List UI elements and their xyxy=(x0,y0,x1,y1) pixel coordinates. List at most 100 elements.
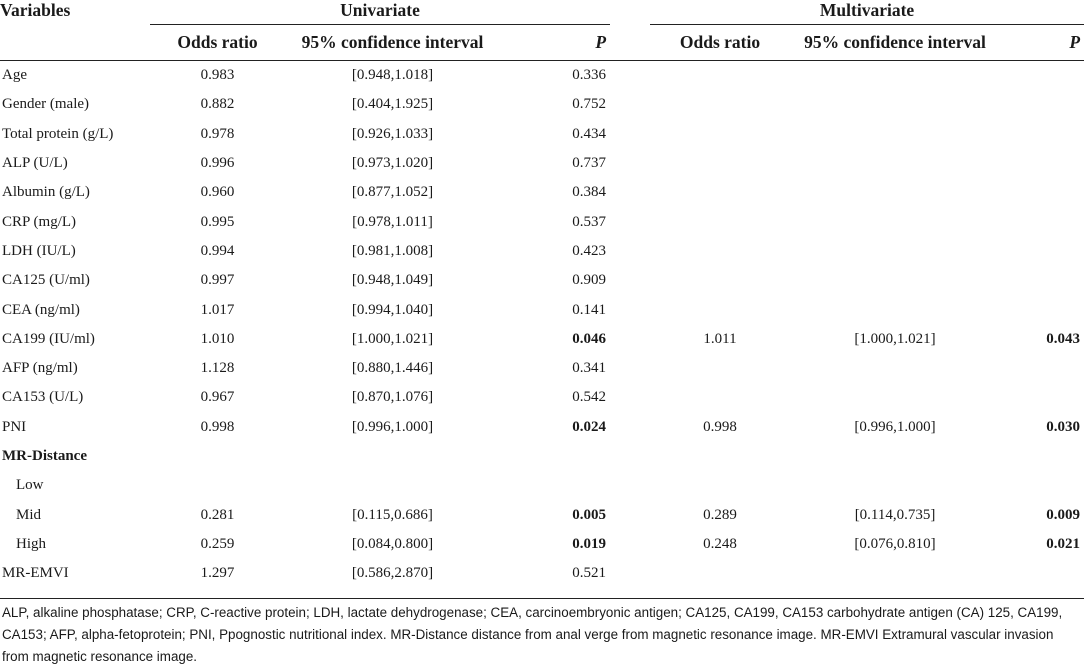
variable-cell: PNI xyxy=(2,418,27,435)
spacer-cell xyxy=(610,266,650,295)
table-row: CA199 (IU/ml) 1.010 [1.000,1.021] 0.046 1.01… xyxy=(0,325,1084,354)
variable-cell: Gender (male) xyxy=(2,96,90,113)
univariate-ci-cell: [0.870,1.076] xyxy=(351,389,434,406)
multivariate-p-cell: 0.021 xyxy=(1046,535,1081,552)
univariate-p-cell: 0.521 xyxy=(572,565,607,582)
regression-table-container: Variables Univariate Multivariate Odds r… xyxy=(0,0,1084,589)
multivariate-odds-ratio-cell xyxy=(650,207,790,236)
spacer-cell xyxy=(610,90,650,119)
univariate-odds-ratio-cell: 0.259 xyxy=(200,535,235,552)
univariate-p-cell: 0.005 xyxy=(572,506,607,523)
table-body: Age 0.983 [0.948,1.018] 0.336 Gender (male) 0… xyxy=(0,61,1084,589)
spacer-cell xyxy=(610,471,650,500)
univariate-ci-cell: [0.926,1.033] xyxy=(351,125,434,142)
variable-cell: LDH (IU/L) xyxy=(2,242,76,259)
multivariate-odds-ratio-cell xyxy=(650,61,790,91)
multivariate-ci-cell xyxy=(790,295,1000,324)
variable-cell: Albumin (g/L) xyxy=(2,184,90,201)
variable-cell: MR-EMVI xyxy=(2,565,69,582)
multivariate-odds-ratio-cell xyxy=(650,295,790,324)
multivariate-ci-cell: [1.000,1.021] xyxy=(854,330,936,347)
multivariate-ci-cell xyxy=(790,354,1000,383)
multivariate-p-cell xyxy=(1000,178,1084,207)
variable-cell: CRP (mg/L) xyxy=(2,213,77,230)
multivariate-p-cell xyxy=(1000,237,1084,266)
univariate-ci-header: 95% confidence interval xyxy=(285,24,500,61)
univariate-odds-ratio-cell: 0.882 xyxy=(200,96,235,113)
spacer-cell xyxy=(610,559,650,588)
spacer-cell xyxy=(610,237,650,266)
variable-cell: AFP (ng/ml) xyxy=(2,360,78,377)
univariate-p-cell: 0.752 xyxy=(572,96,607,113)
spacer-cell xyxy=(610,207,650,236)
multivariate-p-cell xyxy=(1000,383,1084,412)
variable-cell: CA125 (U/ml) xyxy=(2,272,90,289)
univariate-header: Univariate xyxy=(150,0,611,25)
spacer-cell xyxy=(610,149,650,178)
multivariate-ci-cell: [0.996,1.000] xyxy=(854,418,936,435)
univariate-odds-ratio-cell: 0.281 xyxy=(200,506,235,523)
multivariate-odds-ratio-header: Odds ratio xyxy=(650,24,791,61)
spacer-cell xyxy=(610,120,650,149)
multivariate-p-cell xyxy=(1000,61,1084,91)
univariate-ci-cell: [0.981,1.008] xyxy=(351,242,434,259)
multivariate-odds-ratio-cell xyxy=(650,471,790,500)
multivariate-p-cell xyxy=(1000,295,1084,324)
spacer-cell xyxy=(610,325,650,354)
univariate-odds-ratio-cell xyxy=(150,471,285,500)
univariate-p-cell: 0.141 xyxy=(572,301,607,318)
spacer-cell xyxy=(610,442,650,471)
multivariate-odds-ratio-cell xyxy=(650,559,790,588)
univariate-ci-cell: [0.084,0.800] xyxy=(351,535,434,552)
multivariate-ci-cell xyxy=(790,442,1000,471)
multivariate-ci-cell xyxy=(790,90,1000,119)
univariate-p-cell: 0.423 xyxy=(572,242,607,259)
table-row: MR-Distance xyxy=(0,442,1084,471)
spacer-cell xyxy=(610,178,650,207)
univariate-p-cell xyxy=(500,442,610,471)
univariate-p-cell: 0.341 xyxy=(572,360,607,377)
univariate-ci-cell: [0.994,1.040] xyxy=(351,301,434,318)
multivariate-odds-ratio-cell xyxy=(650,266,790,295)
multivariate-ci-header: 95% confidence interval xyxy=(790,24,1001,61)
spacer-cell xyxy=(610,500,650,529)
univariate-p-cell: 0.434 xyxy=(572,125,607,142)
table-row: CEA (ng/ml) 1.017 [0.994,1.040] 0.141 xyxy=(0,295,1084,324)
table-row: CA153 (U/L) 0.967 [0.870,1.076] 0.542 xyxy=(0,383,1084,412)
variables-header: Variables xyxy=(0,0,71,20)
multivariate-ci-cell xyxy=(790,559,1000,588)
multivariate-p-cell: 0.030 xyxy=(1046,418,1081,435)
regression-table: Variables Univariate Multivariate Odds r… xyxy=(0,0,1084,589)
univariate-p-header: P xyxy=(500,24,611,61)
table-row: ALP (U/L) 0.996 [0.973,1.020] 0.737 xyxy=(0,149,1084,178)
multivariate-ci-cell xyxy=(790,61,1000,91)
univariate-ci-cell xyxy=(285,471,500,500)
univariate-p-cell: 0.542 xyxy=(572,389,607,406)
univariate-odds-ratio-cell: 0.998 xyxy=(200,418,235,435)
spacer-cell xyxy=(610,61,650,91)
header-spacer xyxy=(610,0,650,25)
variable-cell: Mid xyxy=(16,506,42,523)
multivariate-odds-ratio-cell: 0.289 xyxy=(703,506,737,523)
multivariate-odds-ratio-cell xyxy=(650,383,790,412)
multivariate-odds-ratio-cell xyxy=(650,354,790,383)
spacer-cell xyxy=(610,413,650,442)
univariate-odds-ratio-cell: 1.017 xyxy=(200,301,235,318)
table-row: CA125 (U/ml) 0.997 [0.948,1.049] 0.909 xyxy=(0,266,1084,295)
table-row: High 0.259 [0.084,0.800] 0.019 0.248 [0.076,0… xyxy=(0,530,1084,559)
header-row-groups: Variables Univariate Multivariate xyxy=(0,0,1084,25)
subheader-spacer xyxy=(610,24,651,61)
variable-cell: CA199 (IU/ml) xyxy=(2,330,95,347)
multivariate-p-cell xyxy=(1000,149,1084,178)
multivariate-p-cell: 0.009 xyxy=(1046,506,1081,523)
multivariate-odds-ratio-cell xyxy=(650,442,790,471)
univariate-p-cell: 0.046 xyxy=(572,330,607,347)
table-row: AFP (ng/ml) 1.128 [0.880,1.446] 0.341 xyxy=(0,354,1084,383)
multivariate-ci-cell xyxy=(790,178,1000,207)
multivariate-odds-ratio-cell: 0.998 xyxy=(703,418,737,435)
multivariate-p-cell xyxy=(1000,90,1084,119)
univariate-ci-cell: [0.973,1.020] xyxy=(351,155,434,172)
multivariate-ci-cell xyxy=(790,471,1000,500)
univariate-odds-ratio-cell xyxy=(150,442,285,471)
univariate-ci-cell: [0.948,1.018] xyxy=(351,67,434,84)
